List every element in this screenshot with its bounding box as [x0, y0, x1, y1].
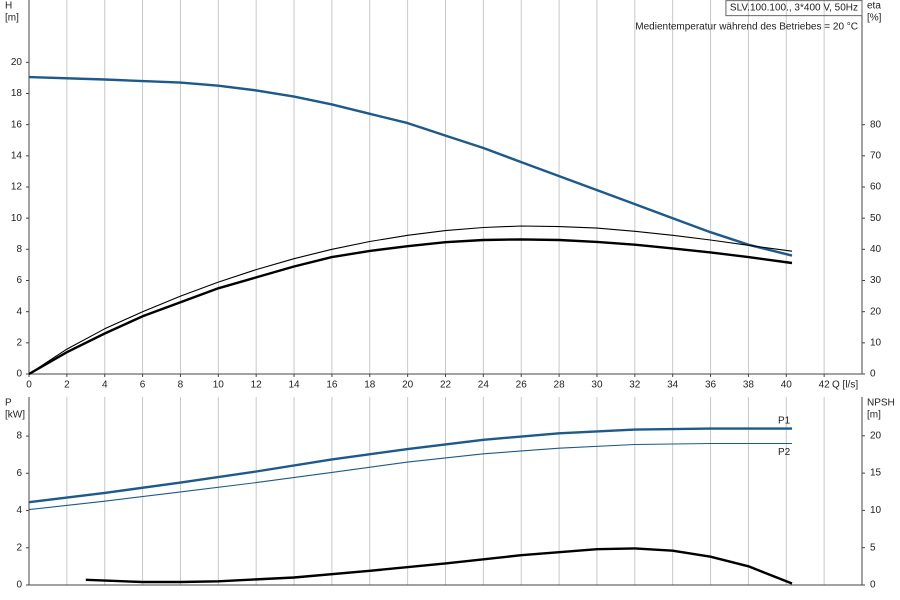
- y2-tick-label: 60: [870, 182, 882, 193]
- y-tick-label: 2: [16, 337, 22, 348]
- y2-axis-unit: [%]: [867, 13, 882, 24]
- y2-tick-label: 15: [870, 468, 882, 479]
- y2-axis-label: NPSH: [867, 398, 895, 409]
- y-tick-label: 10: [11, 213, 23, 224]
- x-tick-label: 10: [213, 380, 225, 391]
- y2-tick-label: 5: [870, 542, 876, 553]
- series-label: P1: [778, 415, 791, 426]
- curve: [28, 238, 793, 376]
- y-tick-label: 14: [11, 150, 23, 161]
- x-tick-label: 42: [819, 380, 831, 391]
- y2-tick-label: 20: [870, 306, 882, 317]
- y2-axis-label: eta: [867, 1, 881, 12]
- x-tick-label: 20: [402, 380, 414, 391]
- chart-title: SLV.100.100., 3*400 V, 50Hz: [730, 3, 858, 14]
- y2-tick-label: 10: [870, 337, 882, 348]
- y-tick-label: 18: [11, 88, 23, 99]
- x-tick-label: 34: [667, 380, 679, 391]
- y2-tick-label: 10: [870, 505, 882, 516]
- y-axis-label: P: [5, 398, 12, 409]
- x-tick-label: 22: [440, 380, 452, 391]
- y2-tick-label: 80: [870, 119, 882, 130]
- y2-tick-label: 30: [870, 275, 882, 286]
- curve: [28, 75, 793, 257]
- y2-tick-label: 0: [870, 369, 876, 380]
- y-axis-unit: [kW]: [5, 410, 25, 421]
- y-tick-label: 4: [16, 306, 22, 317]
- curve: [85, 547, 793, 585]
- curve: [28, 427, 792, 504]
- title-box: [725, 0, 863, 17]
- x-tick-label: 18: [364, 380, 376, 391]
- curve: [28, 442, 792, 511]
- y2-tick-label: 50: [870, 213, 882, 224]
- y-tick-label: 8: [16, 431, 22, 442]
- y2-tick-label: 20: [870, 430, 882, 441]
- y2-axis-unit: [m]: [867, 410, 881, 421]
- y2-tick-label: 0: [870, 580, 876, 591]
- y2-tick-label: 70: [870, 150, 882, 161]
- y-tick-label: 2: [16, 542, 22, 553]
- x-tick-label: 26: [516, 380, 528, 391]
- x-tick-label: 32: [629, 380, 641, 391]
- y-tick-label: 20: [11, 57, 23, 68]
- x-tick-label: 6: [140, 380, 146, 391]
- x-axis-label: Q [l/s]: [832, 380, 858, 391]
- x-tick-label: 24: [478, 380, 490, 391]
- curve: [28, 225, 793, 375]
- y-axis-label: H: [5, 1, 12, 12]
- y-tick-label: 12: [11, 182, 23, 193]
- x-tick-label: 2: [64, 380, 70, 391]
- y-tick-label: 6: [16, 275, 22, 286]
- y2-tick-label: 40: [870, 244, 882, 255]
- y-tick-label: 8: [16, 244, 22, 255]
- x-tick-label: 30: [591, 380, 603, 391]
- x-tick-label: 16: [326, 380, 338, 391]
- x-tick-label: 8: [178, 380, 184, 391]
- y-tick-label: 4: [16, 505, 22, 516]
- y-tick-label: 16: [11, 119, 23, 130]
- chart-subtitle: Medientemperatur während des Betriebes =…: [635, 22, 858, 33]
- x-tick-label: 40: [781, 380, 793, 391]
- x-tick-label: 0: [26, 380, 32, 391]
- x-tick-label: 12: [251, 380, 263, 391]
- y-tick-label: 0: [16, 580, 22, 591]
- x-tick-label: 14: [288, 380, 300, 391]
- series-label: P2: [778, 447, 791, 458]
- x-tick-label: 36: [705, 380, 717, 391]
- x-tick-label: 4: [102, 380, 108, 391]
- y-tick-label: 0: [16, 369, 22, 380]
- x-tick-label: 28: [554, 380, 566, 391]
- x-tick-label: 38: [743, 380, 755, 391]
- y-axis-unit: [m]: [5, 13, 19, 24]
- y-tick-label: 6: [16, 468, 22, 479]
